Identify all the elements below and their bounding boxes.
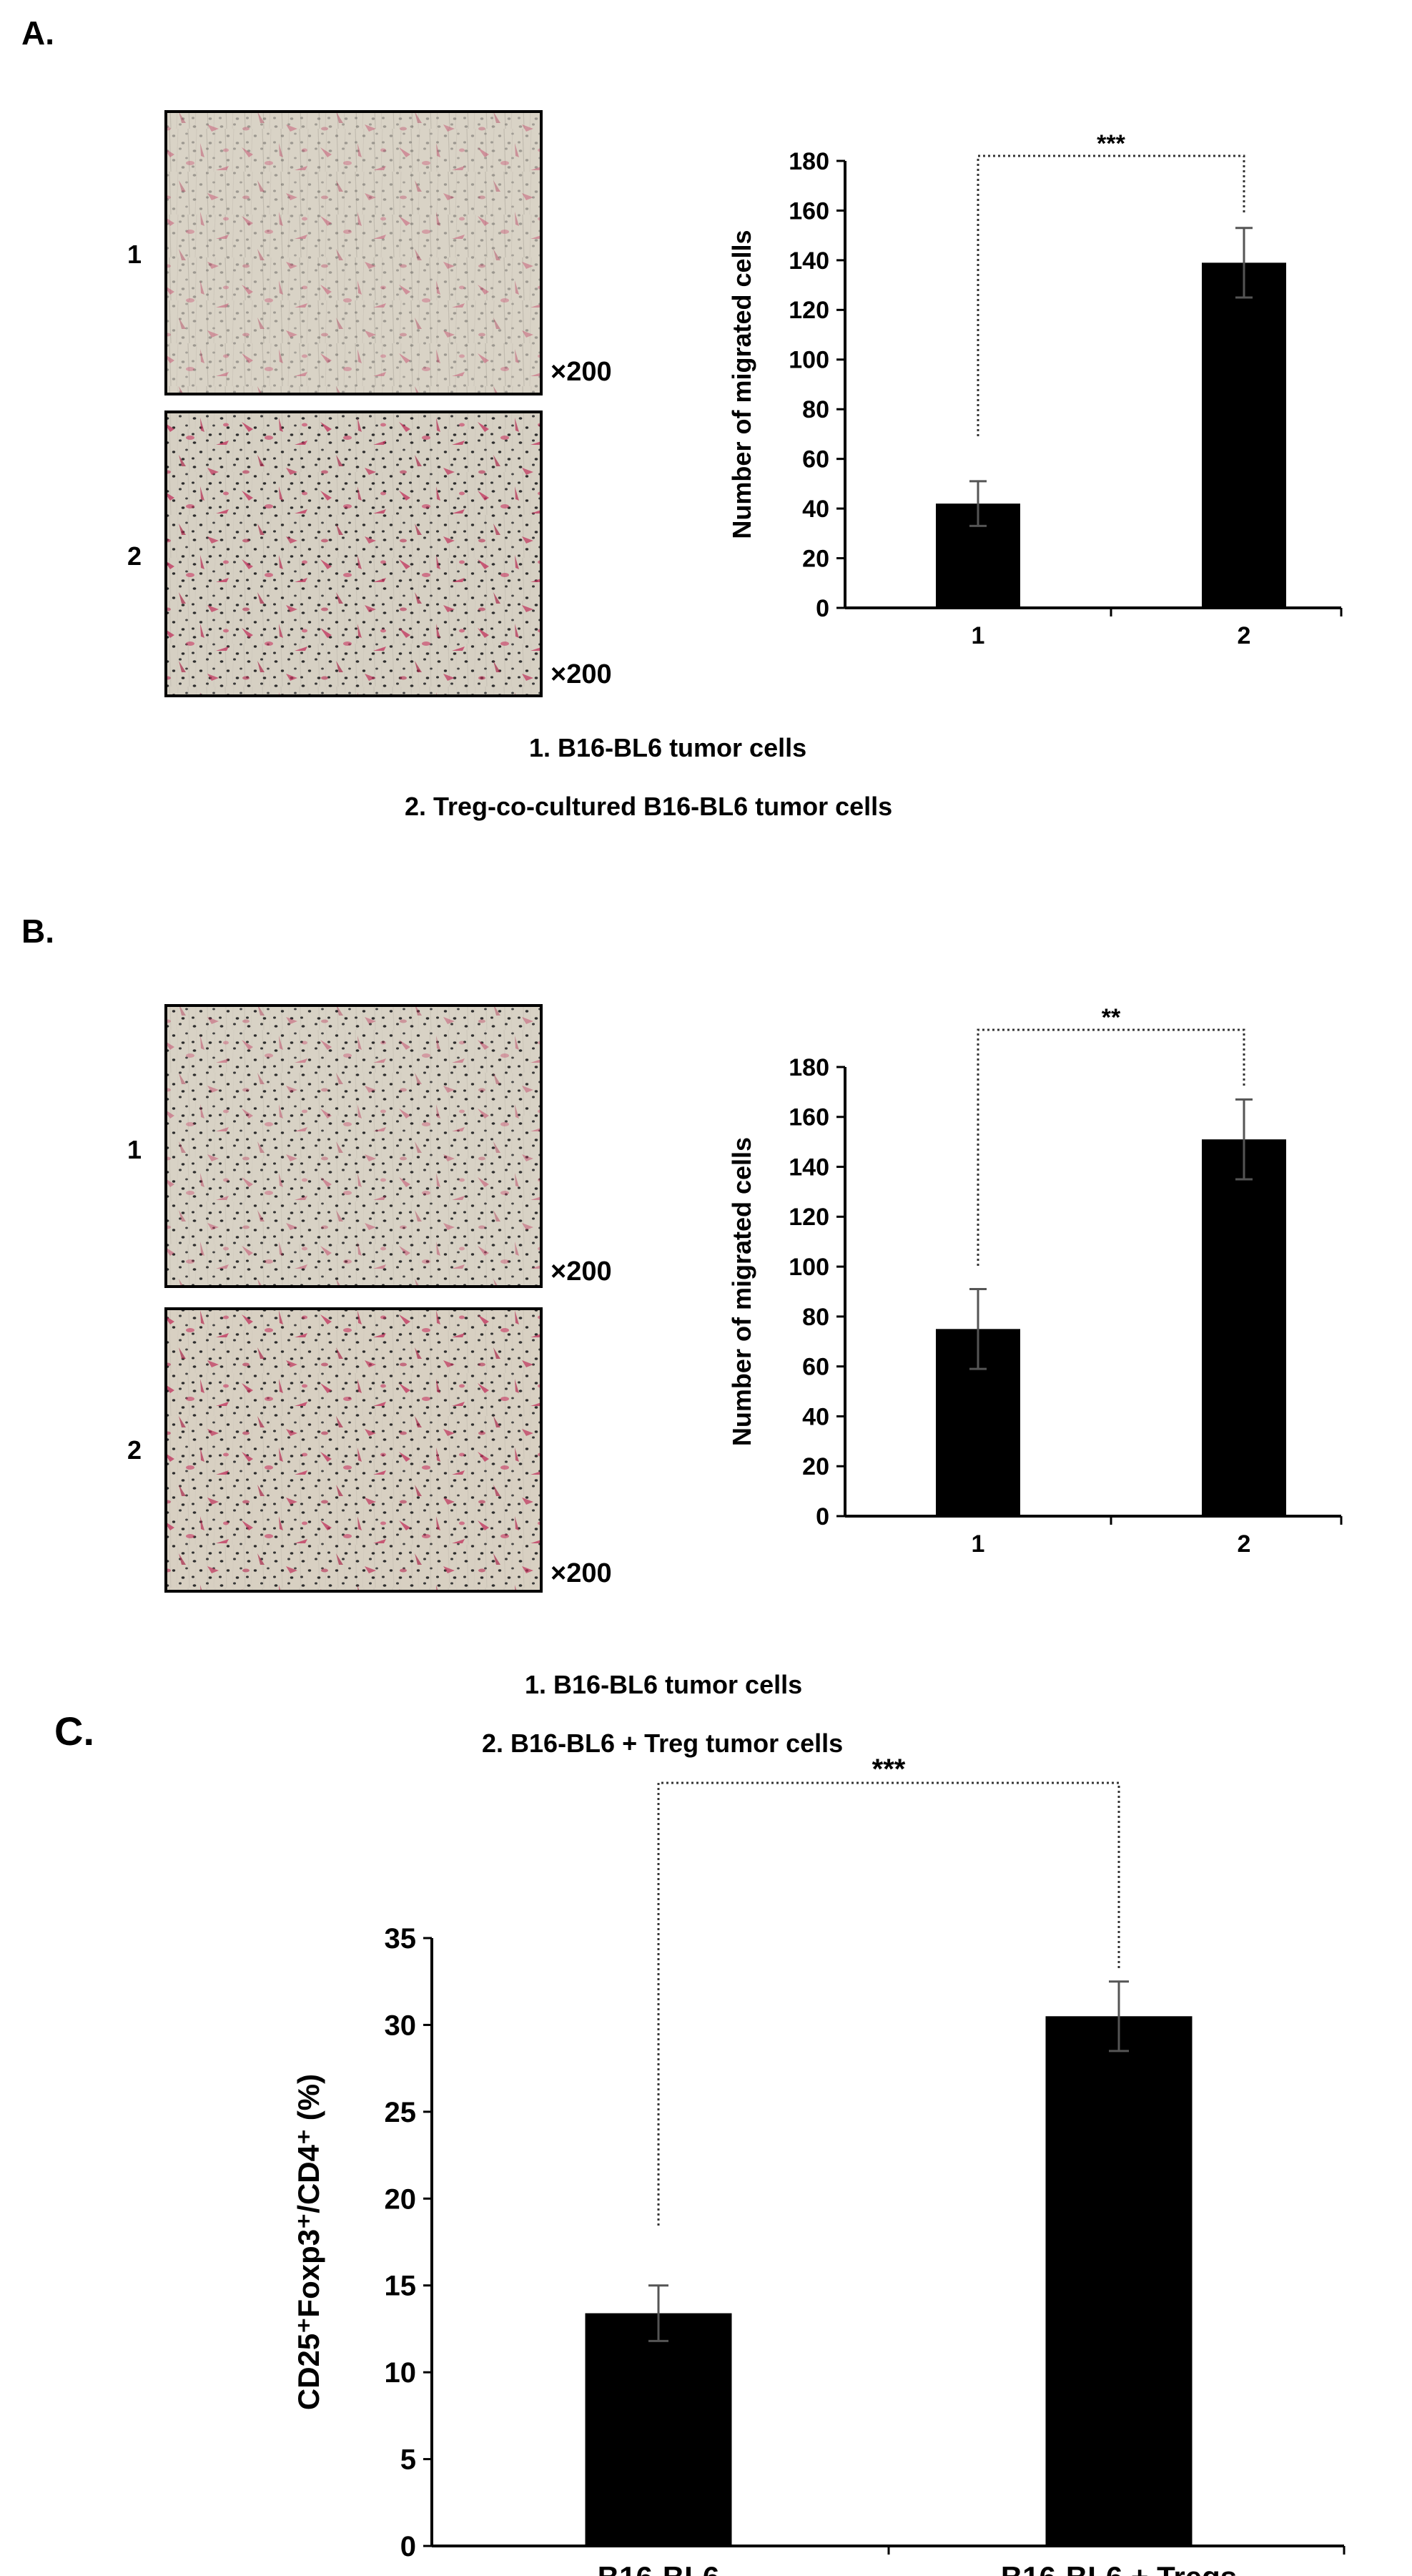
chart-b-ylabel: Number of migrated cells <box>727 1137 756 1446</box>
micrograph-b1-magnification: ×200 <box>551 1257 612 1287</box>
micrograph-a2 <box>164 411 543 697</box>
chart-b-ytick-label: 100 <box>789 1254 829 1281</box>
chart-b-ytick-label: 180 <box>789 1054 829 1081</box>
micrograph-a2-magnification: ×200 <box>551 659 612 689</box>
chart-c-ytick-label: 20 <box>385 2183 417 2215</box>
chart-a-ytick-label: 100 <box>789 347 829 374</box>
micrograph-b1-row-label: 1 <box>127 1135 142 1164</box>
panel-b-legend-1: 1. B16-BL6 tumor cells <box>525 1670 802 1699</box>
chart-c-bar <box>1045 2016 1193 2546</box>
micrograph-a1-row-label: 1 <box>127 240 142 269</box>
chart-b-bar <box>1202 1139 1286 1516</box>
chart-c-ytick-label: 5 <box>400 2444 416 2476</box>
panel-c: C. 0 5 10 15 20 25 30 35 B16-BL6 B16-BL6 + Tregs C… <box>54 1709 1346 2576</box>
chart-c-ytick-label: 0 <box>400 2531 416 2562</box>
chart-a-significance-label: *** <box>1097 130 1125 157</box>
chart-a-ytick-label: 80 <box>802 396 829 423</box>
chart-a-ytick-label: 0 <box>816 595 829 622</box>
chart-b-ytick-label: 40 <box>802 1403 829 1430</box>
chart-b-ytick-label: 140 <box>789 1154 829 1181</box>
micrograph-a1 <box>164 110 543 395</box>
chart-b-ytick-label: 80 <box>802 1304 829 1331</box>
chart-a-category-label: 1 <box>972 622 985 649</box>
chart-c-significance-bracket <box>657 1781 1120 2226</box>
chart-b-ytick-label: 20 <box>802 1453 829 1480</box>
chart-c-ytick-label: 30 <box>385 2010 417 2041</box>
chart-c-ytick-label: 25 <box>385 2097 417 2128</box>
panel-a-legend-2: 2. Treg-co-cultured B16-BL6 tumor cells <box>405 792 892 821</box>
panel-a-legend-1: 1. B16-BL6 tumor cells <box>529 733 806 762</box>
chart-c-ytick-label: 15 <box>385 2271 417 2302</box>
chart-a: 0 20 40 60 80 100 120 140 160 180 1 2 Number of migr… <box>727 130 1343 649</box>
micrograph-b2-row-label: 2 <box>127 1435 142 1465</box>
chart-a-ytick-label: 180 <box>789 148 829 175</box>
chart-c-ytick-label: 35 <box>385 1923 417 1955</box>
chart-a-ytick-label: 120 <box>789 297 829 324</box>
chart-a-category-label: 2 <box>1238 622 1251 649</box>
chart-c-bar <box>585 2313 732 2546</box>
panel-b-letter: B. <box>21 913 54 950</box>
micrograph-a1-magnification: ×200 <box>551 357 612 387</box>
chart-c-ylabel: CD25⁺Foxp3⁺/CD4⁺ (%) <box>292 2074 325 2410</box>
panel-c-letter: C. <box>54 1709 94 1754</box>
panel-b: B. 1 ×200 2 ×200 1. B16-BL6 tumor cells … <box>21 913 1343 1758</box>
chart-a-bar <box>1202 262 1286 608</box>
chart-c-category-label: B16-BL6 + Tregs <box>1001 2560 1237 2576</box>
chart-a-ytick-label: 20 <box>802 545 829 572</box>
chart-b-category-label: 2 <box>1238 1530 1251 1558</box>
panel-a: A. 1 ×200 2 ×200 1. B16-BL6 tumor cells … <box>21 14 1343 821</box>
chart-a-ytick-label: 140 <box>789 247 829 275</box>
chart-b-ytick-label: 60 <box>802 1354 829 1381</box>
panel-a-letter: A. <box>21 14 54 51</box>
panel-b-legend-2: 2. B16-BL6 + Treg tumor cells <box>482 1729 843 1758</box>
micrograph-b2-magnification: ×200 <box>551 1558 612 1588</box>
chart-c-significance-label: *** <box>872 1754 906 1785</box>
chart-b-significance-label: ** <box>1102 1004 1121 1031</box>
chart-a-ytick-label: 40 <box>802 496 829 523</box>
chart-a-ylabel: Number of migrated cells <box>727 230 756 539</box>
chart-c: 0 5 10 15 20 25 30 35 B16-BL6 B16-BL6 + Tregs CD25… <box>292 1754 1346 2576</box>
chart-b-ytick-label: 160 <box>789 1104 829 1131</box>
chart-b-ytick-label: 120 <box>789 1204 829 1231</box>
chart-c-ytick-label: 10 <box>385 2357 417 2389</box>
micrograph-a2-row-label: 2 <box>127 541 142 571</box>
chart-b-category-label: 1 <box>972 1530 985 1558</box>
micrograph-b1 <box>164 1004 543 1288</box>
chart-b: 0 20 40 60 80 100 120 140 160 180 1 2 Number of migr… <box>727 1004 1343 1558</box>
chart-a-ytick-label: 160 <box>789 197 829 225</box>
chart-b-ytick-label: 0 <box>816 1503 829 1530</box>
chart-a-significance-bracket <box>977 154 1245 436</box>
chart-c-category-label: B16-BL6 <box>598 2560 719 2576</box>
chart-a-ytick-label: 60 <box>802 446 829 473</box>
micrograph-b2 <box>164 1307 543 1593</box>
